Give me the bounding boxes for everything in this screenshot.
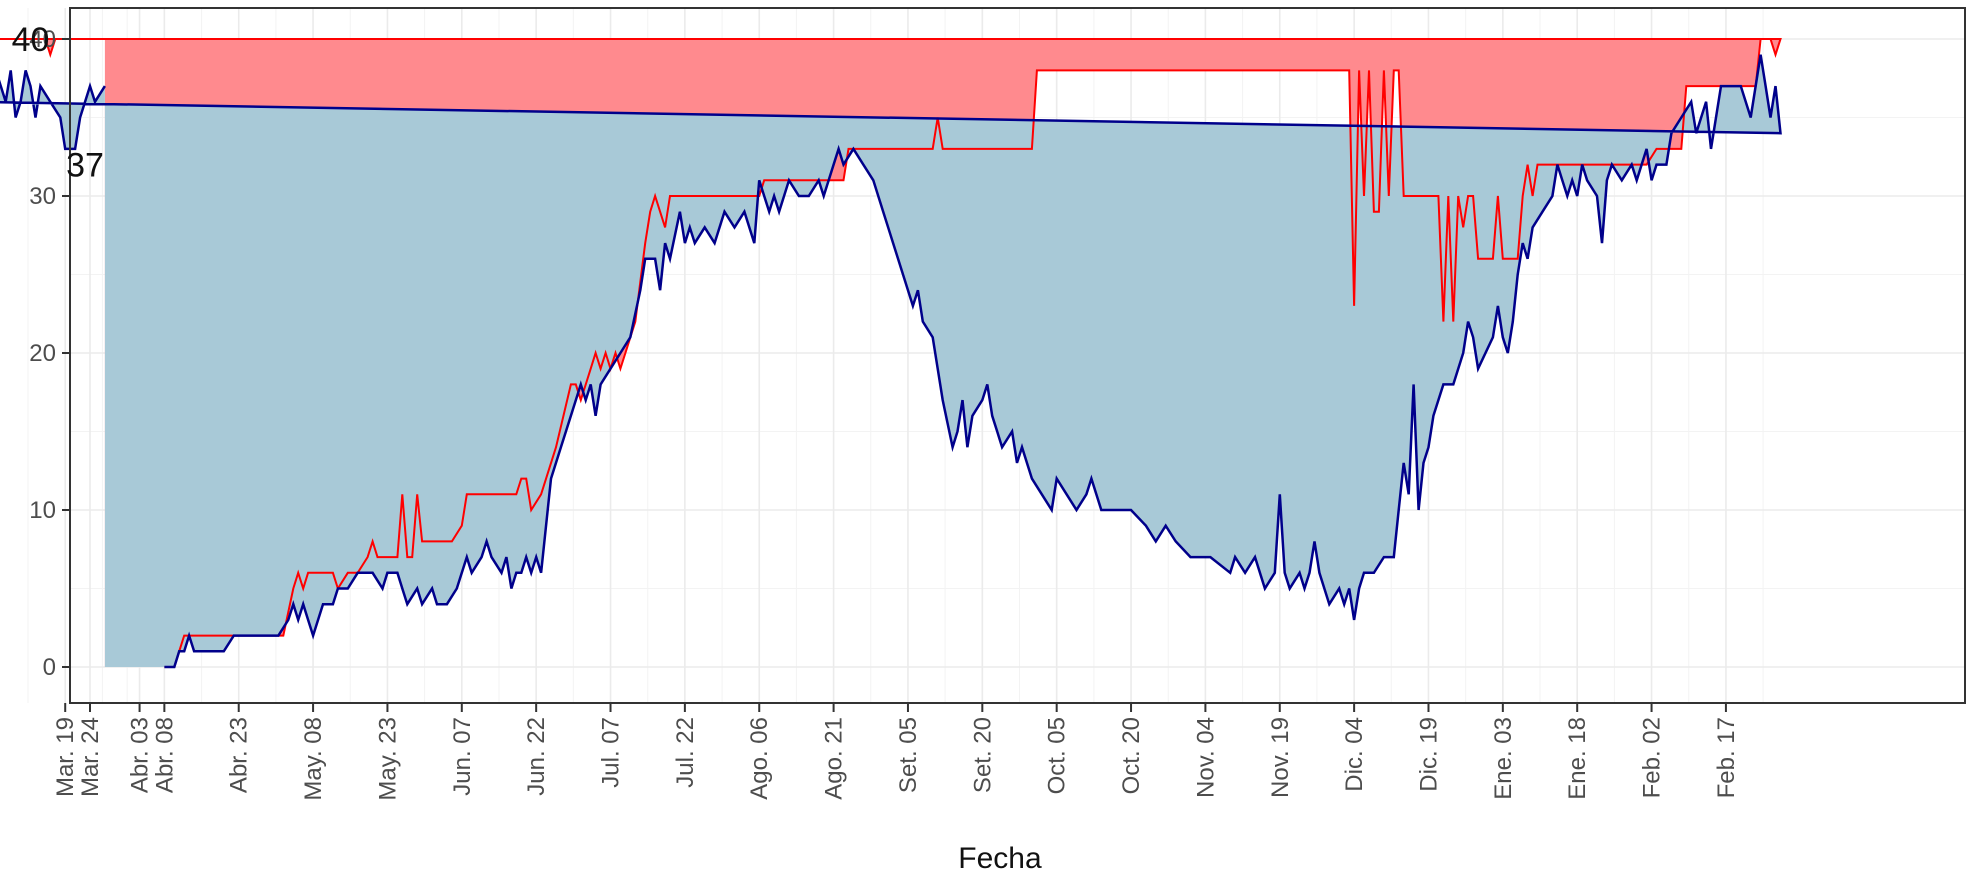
x-tick-label: Jun. 22	[523, 717, 550, 796]
x-axis: Mar. 24 Abr. 08 Abr. 23 May. 08 May. 23 Jun. …	[0, 703, 1740, 801]
x-tick-label: Dic. 04	[1341, 717, 1368, 792]
x-tick-label: Abr. 23	[226, 717, 253, 793]
x-tick-label: Ago. 06	[746, 717, 773, 800]
y-axis: 0 10 20 30 40	[29, 26, 70, 681]
x-tick-label: Mar. 04	[0, 717, 5, 797]
x-tick-label: Dic. 19	[1415, 717, 1442, 792]
x-tick-label: Jul. 22	[672, 717, 699, 788]
x-tick-label: Mar. 19	[52, 717, 79, 797]
x-tick-label: Jul. 07	[598, 717, 625, 788]
y-tick-label: 10	[29, 497, 56, 524]
value-annotation: 40	[12, 21, 50, 59]
y-tick-label: 30	[29, 183, 56, 210]
x-tick-label: Feb. 17	[1713, 717, 1740, 798]
x-tick-label: Oct. 05	[1044, 717, 1071, 794]
x-tick-label: May. 08	[300, 717, 327, 801]
lower-area	[0, 54, 1781, 667]
value-annotation: 37	[66, 147, 104, 185]
x-tick-label: Oct. 20	[1118, 717, 1145, 794]
x-tick-label: Mar. 24	[77, 717, 104, 797]
x-tick-label: May. 23	[374, 717, 401, 801]
y-tick-label: 20	[29, 340, 56, 367]
x-tick-label: Abr. 03	[127, 717, 154, 793]
x-tick-label: Ago. 21	[821, 717, 848, 800]
annotations: 40 37	[12, 21, 104, 185]
x-tick-label: Feb. 02	[1639, 717, 1666, 798]
x-tick-label: Set. 20	[969, 717, 996, 793]
x-axis-title: Fecha	[958, 842, 1042, 875]
lower-series-line	[0, 54, 1782, 669]
y-tick-label: 40	[29, 26, 56, 53]
x-tick-label: Ene. 03	[1490, 717, 1517, 800]
x-tick-label: Ene. 18	[1564, 717, 1591, 800]
x-tick-label: Jun. 07	[449, 717, 476, 796]
x-tick-label: Set. 05	[895, 717, 922, 793]
x-tick-label: Nov. 04	[1192, 717, 1219, 798]
panel-border	[69, 7, 1966, 704]
x-tick-label: Abr. 08	[151, 717, 178, 793]
x-tick-label: Nov. 19	[1267, 717, 1294, 798]
y-tick-label: 0	[43, 654, 56, 681]
